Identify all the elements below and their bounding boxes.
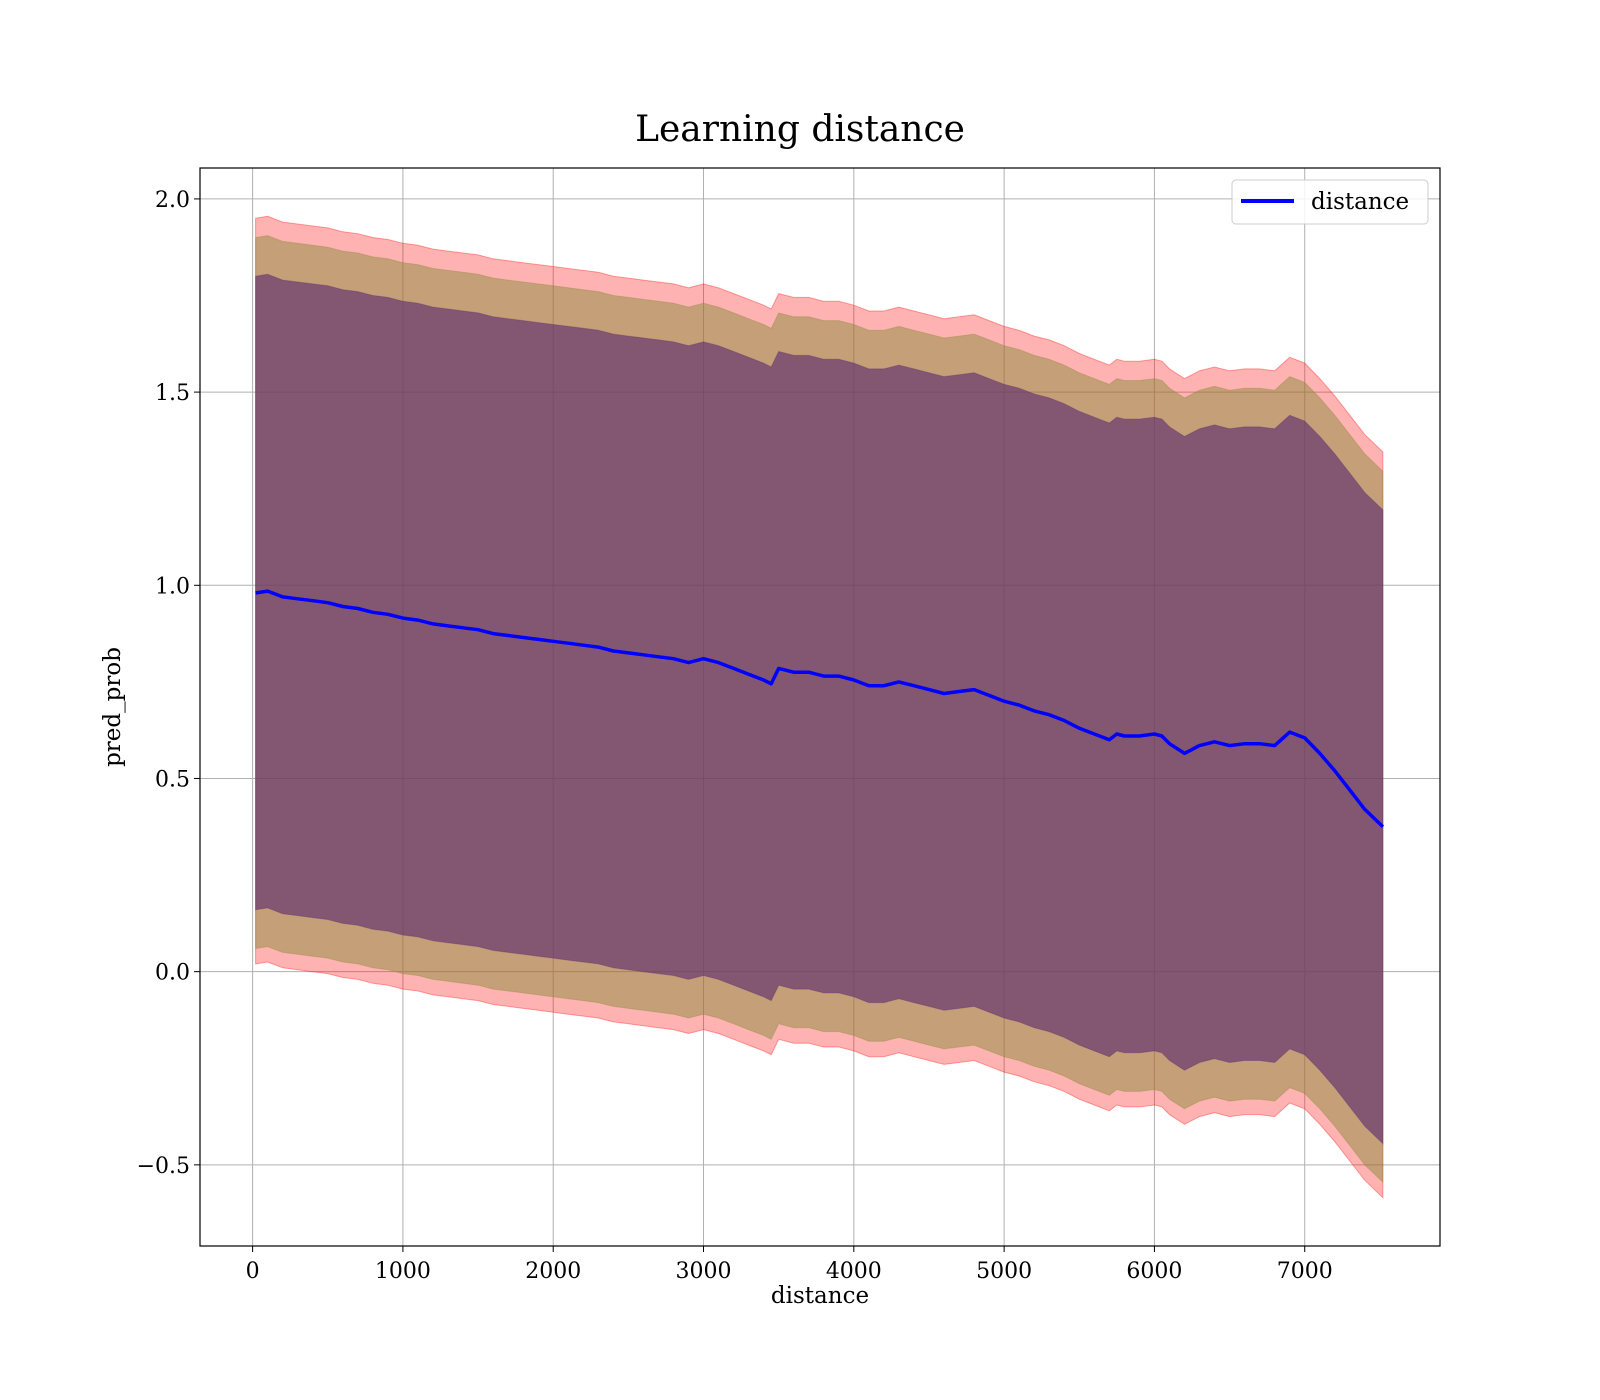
y-tick-label: 1.0 [155,574,190,599]
x-tick-label: 2000 [525,1259,581,1284]
x-tick-label: 4000 [826,1259,882,1284]
y-axis-label: pred_prob [100,647,126,767]
x-tick-label: 3000 [676,1259,732,1284]
x-tick-label: 7000 [1277,1259,1333,1284]
y-tick-label: 0.0 [155,961,190,986]
y-tick-label: −0.5 [137,1154,190,1179]
confidence-bands [255,215,1384,1199]
x-axis-ticks: 0 1000 2000 3000 4000 5000 6000 7000 [246,1246,1333,1284]
y-tick-label: 2.0 [155,188,190,213]
x-tick-label: 1000 [375,1259,431,1284]
x-tick-label: 5000 [976,1259,1032,1284]
x-tick-label: 6000 [1126,1259,1182,1284]
inner-band [255,273,1384,1145]
series-lines [255,589,1385,829]
legend-label: distance [1311,189,1409,215]
legend-box [1231,179,1429,225]
y-axis-ticks: −0.5 0.0 0.5 1.0 1.5 2.0 [137,188,200,1179]
x-axis-label: distance [771,1283,869,1309]
x-tick-label: 0 [246,1259,260,1284]
plot-frame [199,167,1441,1247]
series-line-distance [255,589,1385,829]
y-tick-label: 1.5 [155,381,190,406]
chart-title: Learning distance [635,109,965,150]
y-tick-label: 0.5 [155,767,190,792]
legend: distance [1231,179,1429,225]
